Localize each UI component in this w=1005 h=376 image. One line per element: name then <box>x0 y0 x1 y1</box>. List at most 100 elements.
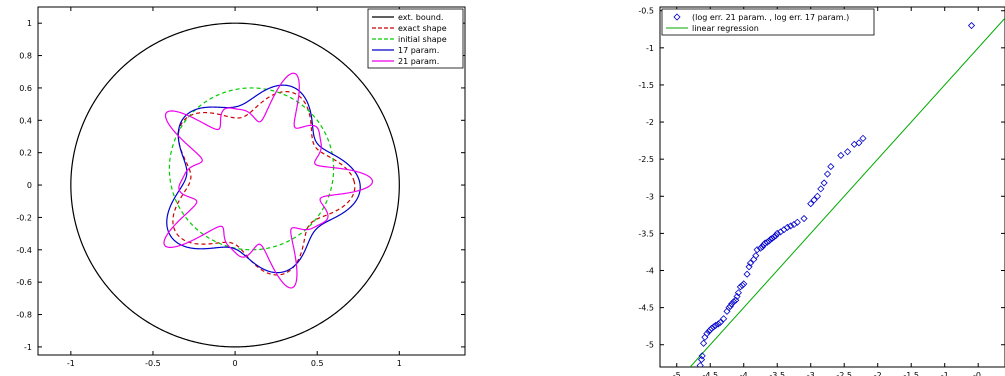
scatter-point <box>756 244 765 252</box>
x-tick-label: -1.5 <box>903 371 919 376</box>
scatter-point <box>859 134 867 142</box>
scatter-point <box>730 298 738 306</box>
legend-box <box>661 8 875 36</box>
scatter-point <box>807 200 815 208</box>
log-error-regression-chart: -5 -4.5 -4 -3.5 -3 -2.5 -2 -1.5 -1 -0. -0.5 -1 -1.5 -… <box>638 6 1005 376</box>
shape-reconstruction-chart: -1 -0.5 0 0.5 1 1 0.8 0.6 0.4 0.2 0 -0.2 -0.4 -0.6 -0.… <box>16 6 466 368</box>
scatter-point <box>793 218 801 226</box>
scatter-point <box>813 192 821 200</box>
y-tick-label: 0.4 <box>19 116 32 125</box>
x-tick-label: -3 <box>807 371 815 376</box>
series-line-21-param <box>163 72 374 289</box>
y-tick-label: -4.5 <box>638 304 654 313</box>
scatter-point <box>800 214 808 223</box>
scatter-point <box>765 237 773 245</box>
y-tick-label: -2.5 <box>638 155 654 164</box>
scatter-point <box>783 223 791 232</box>
scatter-point <box>699 339 708 347</box>
y-tick-label: 0.8 <box>19 52 32 61</box>
scatter-point <box>844 148 852 156</box>
scatter-point <box>708 324 716 332</box>
y-tick-label: -1 <box>24 343 32 352</box>
x-tick-label: -3.5 <box>769 371 785 376</box>
scatter-point <box>827 163 835 171</box>
scatter-point <box>752 252 760 260</box>
x-tick-label: 1 <box>397 359 402 368</box>
scatter-point <box>698 352 706 360</box>
scatter-point <box>696 361 704 367</box>
y-tick-label: -0.4 <box>16 246 32 255</box>
y-tick-label: -1 <box>646 44 654 53</box>
legend: (log err. 21 param. , log err. 17 param.… <box>661 8 875 36</box>
plot-area-frame <box>659 6 1005 368</box>
scatter-point <box>753 246 761 254</box>
scatter-point <box>787 222 795 230</box>
scatter-point <box>817 185 825 193</box>
series-line-exact-shape <box>172 91 356 276</box>
scatter-point <box>823 170 832 178</box>
x-tick-label: -2 <box>874 371 882 376</box>
y-tick-label: -4 <box>646 267 654 276</box>
scatter-point <box>772 232 780 240</box>
scatter-point <box>726 302 734 310</box>
legend-label: initial shape <box>398 35 447 44</box>
scatter-point <box>967 21 976 30</box>
legend-box <box>367 8 464 69</box>
y-tick-label: 0.6 <box>19 84 32 93</box>
scatter-point <box>770 233 778 241</box>
x-tick-label: -1 <box>941 371 949 376</box>
scatter-point <box>703 330 711 338</box>
regression-line <box>689 17 1005 367</box>
scatter-point <box>734 289 742 297</box>
scatter-point <box>837 151 845 160</box>
scatter-point <box>714 320 722 328</box>
scatter-point <box>710 323 718 331</box>
legend-label: 21 param. <box>398 57 439 66</box>
legend-swatch <box>673 13 681 21</box>
y-tick-label: -0.2 <box>16 213 32 222</box>
x-tick-label: 0.5 <box>311 359 324 368</box>
x-tick-label: -2.5 <box>836 371 852 376</box>
legend-label: (log err. 21 param. , log err. 17 param.… <box>692 13 849 22</box>
y-tick-label: -3.5 <box>638 229 654 238</box>
legend-label: linear regression <box>692 24 759 33</box>
scatter-point <box>743 270 751 278</box>
x-tick-label: -1 <box>67 359 75 368</box>
legend-label: 17 param. <box>398 46 439 55</box>
scatter-point <box>697 356 706 364</box>
x-tick-label: -5 <box>673 371 681 376</box>
x-tick-label: -4 <box>740 371 748 376</box>
scatter-point <box>810 196 818 204</box>
x-tick-label: -4.5 <box>702 371 718 376</box>
series-line-initial-shape <box>168 87 335 251</box>
scatter-point <box>720 315 728 323</box>
y-tick-label: -1.5 <box>638 81 654 90</box>
scatter-point <box>773 229 781 237</box>
legend-label: exact shape <box>398 24 447 33</box>
scatter-point <box>855 139 863 147</box>
scatter-point <box>712 321 720 329</box>
legend: ext. bound. exact shape initial shape 17 pa… <box>367 8 464 69</box>
y-tick-label: -0.8 <box>16 311 32 320</box>
scatter-point <box>738 281 746 289</box>
scatter-point <box>728 300 736 308</box>
legend-label: ext. bound. <box>398 13 443 22</box>
x-tick-label: 0 <box>233 359 238 368</box>
scatter-point <box>746 259 755 267</box>
y-tick-label: 0 <box>27 181 32 190</box>
y-tick-label: 0.2 <box>19 149 32 158</box>
y-tick-label: -3 <box>646 192 654 201</box>
y-tick-label: -0.5 <box>638 7 654 16</box>
series-line-ext-bound <box>70 22 400 348</box>
x-tick-label: -0. <box>973 371 984 376</box>
x-tick-label: -0.5 <box>145 359 161 368</box>
scatter-point <box>716 318 724 327</box>
series-line-17-param <box>166 84 361 274</box>
y-tick-label: -0.6 <box>16 278 32 287</box>
y-tick-label: -2 <box>646 118 654 127</box>
y-tick-label: -5 <box>646 341 654 350</box>
scatter-point <box>820 179 828 187</box>
scatter-point <box>768 235 776 243</box>
scatter-point <box>740 280 748 288</box>
